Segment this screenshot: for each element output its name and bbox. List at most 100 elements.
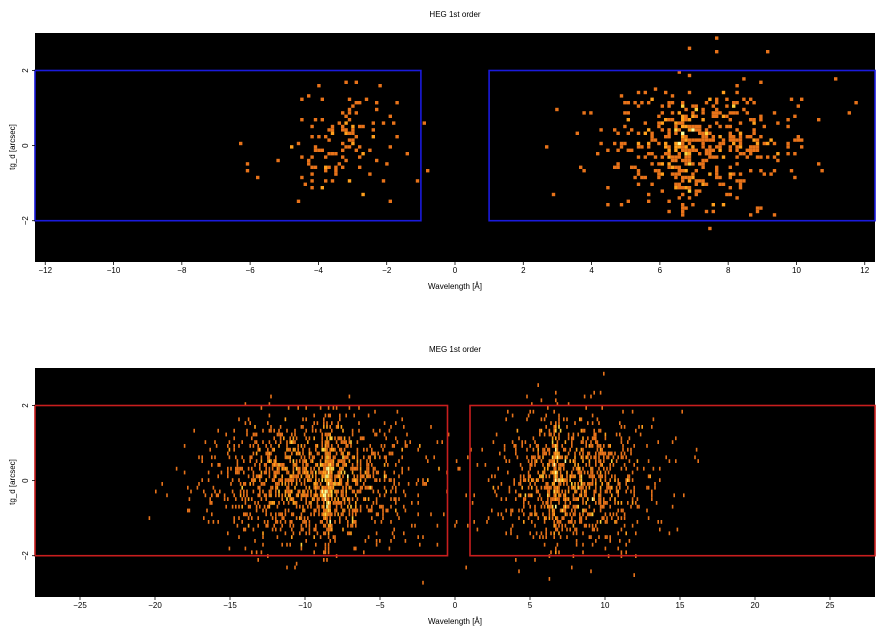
meg-pixel (548, 459, 551, 463)
meg-pixel (390, 539, 392, 543)
meg-pixel (659, 466, 661, 471)
meg-pixel (371, 508, 373, 513)
heg-pixel (300, 175, 304, 180)
heg-pixel (626, 199, 630, 203)
meg-pixel (609, 504, 611, 509)
meg-pixel (518, 508, 520, 513)
meg-pixel (324, 523, 327, 528)
meg-pixel (598, 455, 600, 460)
meg-pixel (260, 482, 263, 486)
meg-pixel (553, 459, 555, 463)
meg-pixel (367, 508, 370, 513)
meg-pixel (572, 466, 575, 471)
meg-pixel (606, 516, 608, 520)
heg-pixel (626, 101, 630, 105)
meg-pixel (625, 489, 627, 494)
meg-pixel (297, 474, 299, 479)
meg-pixel (383, 474, 386, 479)
meg-pixel (375, 501, 378, 505)
meg-pixel (603, 455, 605, 460)
meg-pixel (287, 489, 290, 494)
meg-pixel (337, 425, 339, 429)
meg-pixel (596, 447, 599, 452)
meg-pixel (323, 425, 325, 429)
meg-pixel (252, 489, 255, 494)
meg-pixel (331, 489, 333, 494)
meg-pixel (286, 542, 288, 547)
meg-pixel (591, 497, 594, 501)
meg-pixel (396, 440, 399, 444)
heg-pixel (619, 141, 624, 146)
meg-pixel (307, 489, 309, 494)
meg-pixel (625, 478, 627, 482)
meg-pixel (555, 493, 557, 498)
meg-pixel (531, 478, 533, 482)
meg-pixel (327, 478, 330, 482)
meg-pixel (558, 436, 560, 441)
meg-pixel (257, 493, 259, 498)
meg-pixel (404, 440, 407, 444)
heg-pixel (691, 148, 695, 152)
meg-pixel (348, 531, 351, 536)
meg-pixel (273, 501, 275, 505)
heg-pixel (674, 141, 678, 146)
meg-pixel (329, 485, 331, 490)
meg-pixel (323, 493, 325, 498)
meg-pixel (326, 463, 328, 467)
meg-pixel (532, 447, 535, 452)
meg-pixel (375, 470, 378, 475)
meg-pixel (339, 520, 341, 524)
meg-pixel (417, 535, 419, 539)
meg-pixel (548, 512, 551, 517)
meg-pixel (278, 482, 280, 486)
meg-pixel (591, 474, 594, 479)
meg-pixel (547, 463, 549, 467)
meg-pixel (572, 493, 575, 498)
meg-pixel (388, 546, 391, 551)
heg-pixel (725, 104, 729, 108)
meg-pixel (244, 482, 247, 486)
meg-pixel (236, 470, 239, 475)
meg-pixel (251, 550, 253, 555)
meg-pixel (244, 497, 247, 501)
meg-x-tick-label: 15 (676, 601, 685, 610)
meg-pixel (577, 463, 579, 467)
meg-pixel (590, 394, 592, 399)
meg-y-tick-label: 2 (21, 403, 30, 408)
heg-pixel (681, 179, 685, 183)
meg-pixel (334, 489, 336, 494)
meg-pixel (275, 470, 277, 475)
meg-pixel (675, 459, 677, 463)
meg-pixel (284, 512, 287, 517)
meg-pixel (566, 455, 568, 460)
meg-pixel (308, 447, 311, 452)
heg-pixel (341, 148, 345, 152)
meg-pixel (575, 531, 578, 536)
meg-pixel (553, 520, 555, 524)
meg-pixel (275, 489, 277, 494)
meg-pixel (558, 432, 560, 437)
meg-pixel (246, 512, 248, 517)
meg-pixel (323, 504, 325, 509)
meg-pixel (537, 447, 539, 452)
meg-pixel (326, 436, 328, 441)
meg-pixel (343, 497, 346, 501)
meg-pixel (204, 440, 207, 444)
meg-pixel (332, 501, 335, 505)
meg-pixel (569, 520, 571, 524)
meg-pixel (590, 474, 592, 479)
meg-pixel (396, 512, 399, 517)
meg-pixel (555, 497, 557, 501)
meg-x-tick-label: 5 (528, 601, 533, 610)
meg-pixel (278, 432, 280, 437)
meg-pixel (255, 432, 258, 437)
meg-pixel (313, 436, 315, 441)
meg-pixel (574, 485, 576, 490)
meg-pixel (335, 474, 338, 479)
meg-pixel (515, 489, 517, 494)
meg-pixel (321, 520, 323, 524)
heg-pixel (681, 175, 685, 180)
meg-pixel (401, 470, 403, 475)
meg-pixel (527, 501, 530, 505)
meg-pixel (326, 421, 328, 425)
